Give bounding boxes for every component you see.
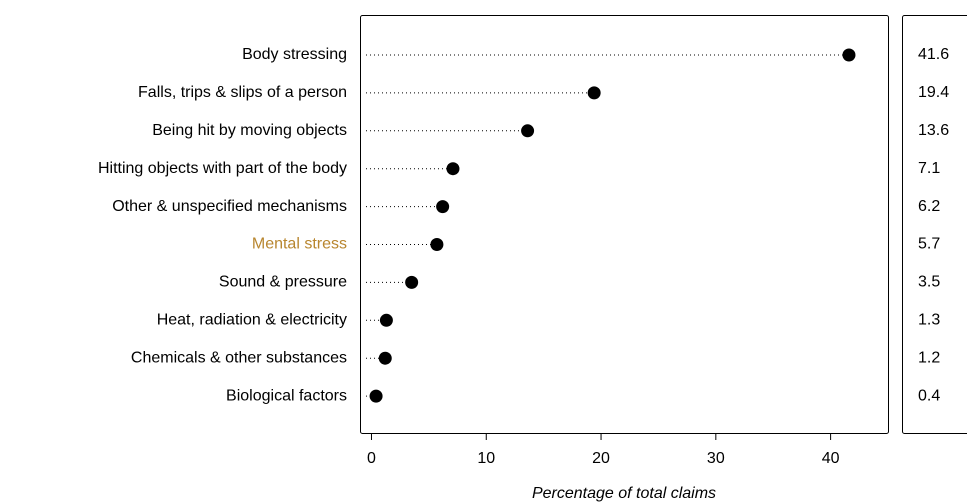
x-tick-label: 40: [822, 450, 840, 467]
category-label: Other & unspecified mechanisms: [112, 198, 347, 215]
category-label: Chemicals & other substances: [131, 349, 347, 366]
x-axis-label: Percentage of total claims: [532, 485, 716, 502]
category-label: Sound & pressure: [219, 274, 347, 291]
dot: [521, 124, 535, 138]
dot: [369, 389, 383, 403]
dot: [378, 351, 392, 365]
value-label: 19.4: [918, 84, 949, 101]
value-panel: [902, 15, 967, 434]
dot: [436, 200, 450, 214]
dot: [405, 275, 419, 289]
x-tick-label: 10: [477, 450, 495, 467]
dot: [587, 86, 601, 100]
dot: [379, 313, 393, 327]
value-label: 6.2: [918, 198, 940, 215]
category-label: Falls, trips & slips of a person: [138, 84, 347, 101]
x-tick-label: 0: [367, 450, 376, 467]
value-label: 5.7: [918, 236, 940, 253]
value-label: 7.1: [918, 160, 940, 177]
category-label: Heat, radiation & electricity: [157, 312, 347, 329]
dot: [842, 48, 856, 62]
value-label: 41.6: [918, 46, 949, 63]
dot: [446, 162, 460, 176]
category-label: Mental stress: [252, 236, 347, 253]
dot: [430, 238, 444, 251]
value-label: 1.3: [918, 312, 940, 329]
category-label: Body stressing: [242, 46, 347, 63]
x-tick-label: 30: [707, 450, 725, 467]
x-tick-label: 20: [592, 450, 610, 467]
value-label: 1.2: [918, 349, 940, 366]
value-label: 3.5: [918, 274, 940, 291]
plot-frame: [360, 15, 889, 434]
value-label: 13.6: [918, 122, 949, 139]
category-label: Being hit by moving objects: [152, 122, 347, 139]
category-label: Hitting objects with part of the body: [98, 160, 347, 177]
category-label: Biological factors: [226, 387, 347, 404]
value-label: 0.4: [918, 387, 940, 404]
